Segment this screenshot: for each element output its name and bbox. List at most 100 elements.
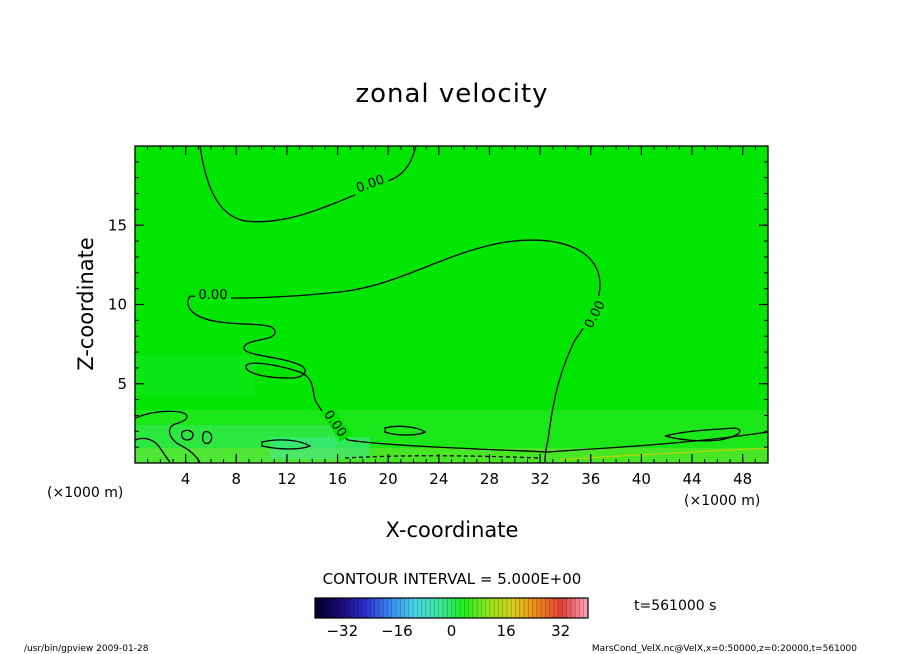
- colorbar-segment: [413, 598, 418, 618]
- colorbar-tick-label: 0: [447, 622, 457, 640]
- y-tick-label: 5: [117, 375, 127, 393]
- x-tick-label: 40: [632, 470, 651, 488]
- colorbar-frame: [314, 597, 589, 619]
- colorbar-segment: [468, 598, 474, 618]
- colorbar-segment: [532, 598, 538, 618]
- colorbar-segment: [579, 598, 585, 618]
- colorbar-segment: [430, 598, 435, 618]
- contour-lines: [134, 145, 769, 463]
- colorbar-segment: [353, 598, 359, 618]
- contour-line: [134, 437, 171, 463]
- contour-label: 0.00: [199, 288, 228, 303]
- colorbar-segment: [506, 598, 512, 618]
- colorbar-segment: [553, 598, 559, 618]
- plot-area: 0.00 0.00 0.00 0.00 4 8 12 16 20 24 28 32 36 40 44…: [108, 145, 769, 488]
- colorbar-segment: [438, 598, 444, 618]
- colorbar-segment: [515, 598, 521, 618]
- colorbar-segment: [464, 598, 470, 618]
- colorbar-tick-label: −16: [381, 622, 413, 640]
- colorbar-segment: [408, 598, 414, 618]
- x-tick-label: 44: [682, 470, 701, 488]
- colorbar-segment: [383, 598, 389, 618]
- contour-line: [189, 239, 601, 463]
- colorbar-segment: [498, 598, 504, 618]
- colorbar-segment: [583, 598, 589, 618]
- colorbar-segment: [425, 598, 431, 618]
- x-axis-title: X-coordinate: [386, 518, 519, 542]
- x-tick-label: 32: [531, 470, 550, 488]
- x-tick-label: 8: [232, 470, 242, 488]
- colorbar-segment: [570, 598, 576, 618]
- colorbar-segment: [344, 598, 350, 618]
- colorbar-segment: [442, 598, 448, 618]
- surface-shading: [135, 355, 768, 463]
- colorbar-segment: [545, 598, 551, 618]
- colorbar-segment: [566, 598, 572, 618]
- colorbar-segment: [361, 598, 367, 618]
- colorbar-segment: [400, 598, 406, 618]
- x-tick-label: 24: [429, 470, 448, 488]
- colorbar-segment: [319, 598, 325, 618]
- time-label: t=561000 s: [634, 598, 716, 614]
- colorbar-segment: [562, 598, 568, 618]
- colorbar-tick-label: −32: [326, 622, 358, 640]
- footer-left: /usr/bin/gpview 2009-01-28: [24, 644, 149, 654]
- colorbar-segment: [524, 598, 529, 618]
- colorbar-segment: [511, 598, 516, 618]
- colorbar-tick-label: 16: [497, 622, 516, 640]
- colorbar-segment: [434, 598, 440, 618]
- colorbar-segment: [417, 598, 423, 618]
- x-tick-label: 12: [277, 470, 296, 488]
- colorbar-segment: [558, 598, 563, 618]
- contour-line: [187, 295, 769, 453]
- contour-line: [664, 427, 741, 442]
- y-tick-label: 15: [108, 216, 127, 234]
- colorbar-segment: [323, 598, 329, 618]
- y-axis-title: Z-coordinate: [74, 237, 98, 371]
- contour-line: [199, 145, 417, 223]
- colorbar-segment: [519, 598, 525, 618]
- colorbar-segment: [549, 598, 555, 618]
- contour-line: [181, 429, 194, 441]
- x-tick-label: 16: [328, 470, 347, 488]
- x-tick-label: 4: [181, 470, 191, 488]
- contour-line: [261, 439, 312, 450]
- colorbar-segment: [489, 598, 495, 618]
- x-tick-label: 20: [379, 470, 398, 488]
- colorbar-segment: [481, 598, 487, 618]
- colorbar-tick-label: 32: [551, 622, 570, 640]
- x-unit-left: (×1000 m): [47, 485, 123, 501]
- colorbar-segment: [378, 598, 384, 618]
- footer-right: MarsCond_VelX.nc@VelX,x=0:50000,z=0:2000…: [592, 644, 857, 654]
- colorbar-segment: [477, 598, 482, 618]
- colorbar-segment: [460, 598, 465, 618]
- contour-line: [134, 410, 201, 463]
- colorbar-segment: [370, 598, 376, 618]
- colorbar-segment: [502, 598, 508, 618]
- colorbar-segment: [327, 598, 333, 618]
- colorbar-segment: [396, 598, 401, 618]
- colorbar: −32 −16 0 16 32: [314, 597, 589, 640]
- x-tick-label: 36: [581, 470, 600, 488]
- colorbar-segment: [332, 598, 337, 618]
- colorbar-segment: [357, 598, 363, 618]
- contour-interval-text: CONTOUR INTERVAL = 5.000E+00: [323, 570, 582, 588]
- y-tick-label: 10: [108, 296, 127, 314]
- colorbar-segment: [528, 598, 534, 618]
- colorbar-segment: [315, 598, 320, 618]
- colorbar-segment: [374, 598, 380, 618]
- colorbar-segment: [391, 598, 397, 618]
- contour-line: [384, 425, 427, 436]
- colorbar-segment: [575, 598, 580, 618]
- colorbar-segment: [349, 598, 354, 618]
- chart-title: zonal velocity: [355, 79, 548, 109]
- colorbar-segment: [447, 598, 452, 618]
- contour-line: [202, 430, 213, 445]
- x-tick-label: 48: [733, 470, 752, 488]
- colorbar-segment: [340, 598, 346, 618]
- colorbar-segment: [455, 598, 461, 618]
- colorbar-segment: [451, 598, 457, 618]
- colorbar-segment: [541, 598, 546, 618]
